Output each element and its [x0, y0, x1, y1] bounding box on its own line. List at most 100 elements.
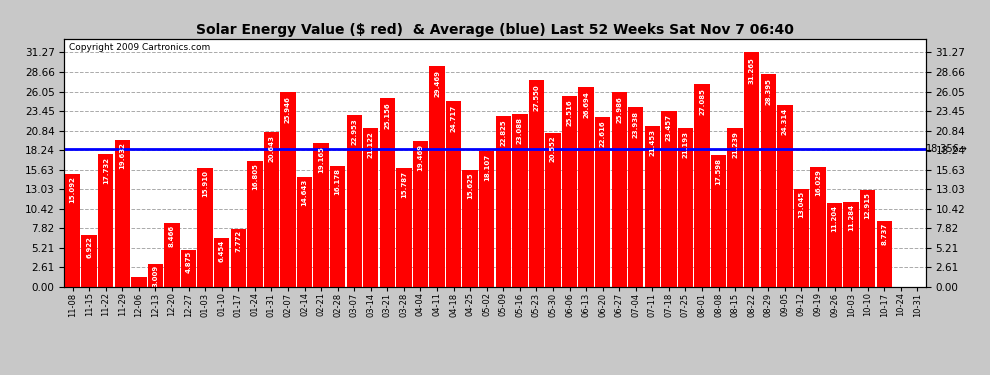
Text: 25.946: 25.946	[285, 96, 291, 123]
Bar	[280, 92, 296, 287]
Bar	[760, 74, 776, 287]
Text: 11.284: 11.284	[848, 204, 854, 231]
Text: 19.165: 19.165	[318, 146, 324, 173]
Bar	[148, 264, 163, 287]
Bar	[744, 53, 759, 287]
Bar	[413, 141, 428, 287]
Text: 25.516: 25.516	[566, 99, 572, 126]
Text: 17.732: 17.732	[103, 156, 109, 183]
Bar	[496, 116, 511, 287]
Text: 21.453: 21.453	[649, 129, 655, 156]
Bar	[694, 84, 710, 287]
Text: 27.085: 27.085	[699, 88, 705, 115]
Text: 16.805: 16.805	[251, 164, 257, 190]
Bar	[876, 221, 892, 287]
Bar	[446, 102, 461, 287]
Text: 24.717: 24.717	[450, 105, 456, 132]
Bar	[231, 229, 246, 287]
Text: 4.875: 4.875	[185, 251, 192, 273]
Text: 8.737: 8.737	[881, 223, 887, 245]
Text: 24.314: 24.314	[782, 108, 788, 135]
Text: 31.265: 31.265	[748, 57, 754, 84]
Bar	[197, 168, 213, 287]
Text: 21.122: 21.122	[367, 132, 374, 158]
Bar	[379, 98, 395, 287]
Bar	[297, 177, 312, 287]
Bar	[827, 203, 842, 287]
Bar	[644, 126, 660, 287]
Bar	[843, 202, 858, 287]
Text: 7.772: 7.772	[236, 230, 242, 252]
Bar	[430, 66, 445, 287]
Bar	[529, 80, 545, 287]
Bar	[810, 166, 826, 287]
Bar	[612, 92, 627, 287]
Text: 14.643: 14.643	[302, 179, 308, 207]
Text: 19.632: 19.632	[120, 142, 126, 170]
Bar	[562, 96, 577, 287]
Bar	[794, 189, 809, 287]
Bar	[214, 238, 230, 287]
Text: 22.953: 22.953	[351, 118, 357, 145]
Text: 27.550: 27.550	[534, 84, 540, 111]
Text: 20.552: 20.552	[550, 136, 556, 162]
Bar	[711, 155, 727, 287]
Text: 11.204: 11.204	[832, 204, 838, 232]
Text: 26.694: 26.694	[583, 91, 589, 117]
Text: 15.625: 15.625	[467, 172, 473, 199]
Text: 22.616: 22.616	[600, 121, 606, 147]
Bar	[678, 128, 693, 287]
Text: 29.469: 29.469	[434, 70, 440, 97]
Text: 15.787: 15.787	[401, 171, 407, 198]
Bar	[628, 107, 644, 287]
Bar	[578, 87, 594, 287]
Text: 8.466: 8.466	[169, 225, 175, 247]
Text: 19.469: 19.469	[418, 144, 424, 171]
Bar	[81, 235, 97, 287]
Text: 13.045: 13.045	[798, 191, 805, 218]
Bar	[728, 128, 742, 287]
Text: 16.178: 16.178	[335, 168, 341, 195]
Text: 28.395: 28.395	[765, 78, 771, 105]
Text: 25.986: 25.986	[616, 96, 623, 123]
Text: 23.938: 23.938	[633, 111, 639, 138]
Text: 23.088: 23.088	[517, 117, 523, 144]
Bar	[512, 114, 528, 287]
Text: 23.457: 23.457	[666, 114, 672, 141]
Text: 16.029: 16.029	[815, 169, 821, 196]
Bar	[595, 117, 611, 287]
Bar	[263, 132, 279, 287]
Bar	[65, 174, 80, 287]
Text: 20.643: 20.643	[268, 135, 274, 162]
Bar	[661, 111, 676, 287]
Text: 25.156: 25.156	[384, 102, 390, 129]
Bar	[860, 190, 875, 287]
Bar	[479, 151, 494, 287]
Bar	[363, 129, 378, 287]
Text: 6.922: 6.922	[86, 236, 92, 258]
Text: 18.356→: 18.356→	[926, 144, 967, 154]
Bar	[346, 115, 362, 287]
Bar	[132, 277, 147, 287]
Text: 6.454: 6.454	[219, 240, 225, 262]
Text: 17.598: 17.598	[716, 158, 722, 184]
Bar	[181, 251, 196, 287]
Text: 12.915: 12.915	[864, 192, 870, 219]
Title: Solar Energy Value ($ red)  & Average (blue) Last 52 Weeks Sat Nov 7 06:40: Solar Energy Value ($ red) & Average (bl…	[196, 23, 794, 37]
Text: 18.107: 18.107	[484, 154, 490, 181]
Text: 21.193: 21.193	[682, 131, 688, 158]
Bar	[164, 224, 180, 287]
Bar	[248, 161, 262, 287]
Bar	[777, 105, 793, 287]
Text: 3.009: 3.009	[152, 265, 158, 287]
Bar	[545, 133, 560, 287]
Bar	[98, 154, 114, 287]
Text: 15.910: 15.910	[202, 170, 208, 197]
Bar	[462, 170, 478, 287]
Text: 15.092: 15.092	[69, 176, 75, 203]
Bar	[396, 168, 412, 287]
Bar	[314, 143, 329, 287]
Text: 21.239: 21.239	[733, 131, 739, 158]
Text: Copyright 2009 Cartronics.com: Copyright 2009 Cartronics.com	[68, 43, 210, 52]
Text: 22.825: 22.825	[500, 119, 506, 146]
